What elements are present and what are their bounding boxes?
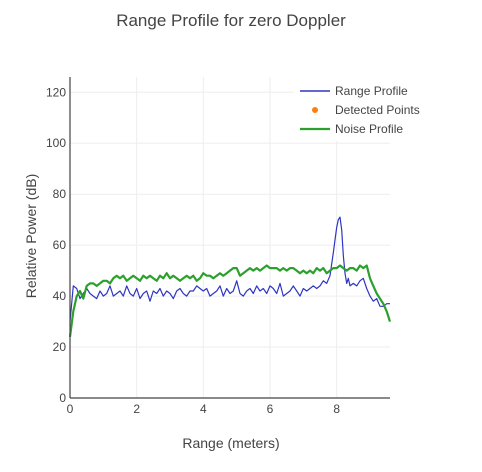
legend-symbol-detected-points: [312, 107, 318, 113]
y-tick-label: 0: [59, 391, 66, 405]
y-axis-label: Relative Power (dB): [23, 174, 39, 299]
x-tick-label: 2: [133, 402, 140, 416]
x-tick-label: 6: [267, 402, 274, 416]
x-tick-label: 4: [200, 402, 207, 416]
legend-label-noise-profile: Noise Profile: [335, 122, 403, 136]
x-axis-label: Range (meters): [182, 435, 279, 451]
legend: Range Profile Detected Points Noise Profil…: [294, 77, 440, 141]
y-tick-label: 80: [53, 187, 67, 201]
y-tick-label: 20: [53, 340, 67, 354]
y-tick-label: 100: [46, 136, 66, 150]
x-tick-label: 0: [67, 402, 74, 416]
y-tick-label: 40: [53, 289, 67, 303]
chart-title: Range Profile for zero Doppler: [116, 11, 346, 30]
legend-label-detected-points: Detected Points: [335, 103, 420, 117]
plot-area: [68, 216, 392, 338]
legend-box: [294, 77, 440, 141]
x-tick-label: 8: [333, 402, 340, 416]
y-tick-label: 60: [53, 238, 67, 252]
legend-label-range-profile: Range Profile: [335, 84, 408, 98]
range-profile-line: [69, 216, 390, 322]
y-tick-label: 120: [46, 85, 66, 99]
noise-profile-line: [68, 264, 392, 338]
